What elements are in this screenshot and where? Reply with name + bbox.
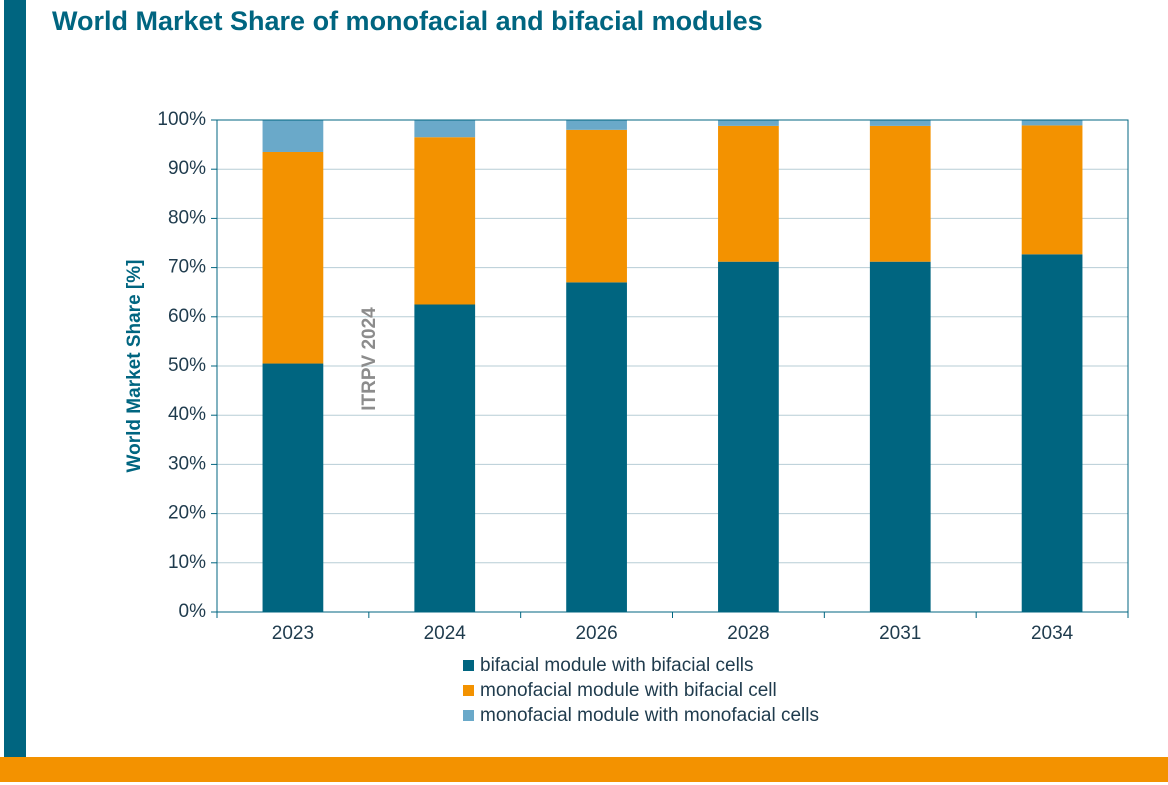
left-accent-bar [4, 0, 26, 757]
y-tick-label: 90% [168, 158, 206, 179]
y-tick-label: 80% [168, 207, 206, 228]
x-tick-label: 2023 [272, 623, 314, 644]
y-tick-label: 30% [168, 453, 206, 474]
x-tick-label: 2034 [1031, 623, 1074, 644]
bar-segment [262, 363, 324, 612]
stacked-bar-chart: 0%10%20%30%40%50%60%70%80%90%100% 2023 20… [124, 109, 1129, 644]
bottom-accent-bar [0, 757, 1168, 782]
legend-label: monofacial module with bifacial cell [480, 679, 777, 701]
y-tick-label: 0% [179, 601, 207, 622]
x-tick-labels: 2023 2024 2026 2028 2031 2034 [216, 612, 1129, 644]
bar-segment [1021, 120, 1083, 126]
y-tick-label: 60% [168, 306, 206, 327]
legend-item: bifacial module with bifacial cells [463, 653, 819, 678]
legend-item: monofacial module with monofacial cells [463, 703, 819, 728]
y-tick-label: 70% [168, 257, 206, 278]
legend-swatch [463, 685, 474, 696]
bar-segment [718, 125, 779, 262]
x-tick-label: 2024 [424, 623, 467, 644]
legend-label: bifacial module with bifacial cells [480, 654, 754, 676]
bar-segment [869, 125, 931, 262]
bar-stacks [262, 120, 1083, 613]
bar-segment [262, 151, 324, 364]
bar-segment [718, 120, 779, 126]
y-tick-label: 40% [168, 404, 206, 425]
page-title: World Market Share of monofacial and bif… [52, 6, 763, 36]
legend-label: monofacial module with monofacial cells [480, 704, 819, 726]
watermark-text: ITRPV 2024 [359, 307, 380, 411]
legend-item: monofacial module with bifacial cell [463, 678, 819, 703]
y-tick-label: 50% [168, 355, 206, 376]
y-tick-label: 100% [157, 109, 206, 130]
x-tick-label: 2026 [575, 623, 617, 644]
bar-segment [869, 120, 931, 126]
bar-segment [566, 129, 627, 283]
y-tick-label: 10% [168, 552, 206, 573]
bar-segment [1021, 254, 1083, 613]
y-axis-label: World Market Share [%] [124, 260, 145, 473]
bar-segment [718, 261, 779, 612]
chart-legend: bifacial module with bifacial cells mono… [463, 653, 819, 728]
bar-segment [414, 120, 476, 138]
legend-swatch [463, 660, 474, 671]
x-tick-label: 2028 [727, 623, 769, 644]
bar-segment [869, 261, 931, 612]
bar-segment [566, 120, 627, 130]
grid-lines [217, 168, 1128, 564]
x-tick-label: 2031 [879, 623, 921, 644]
legend-swatch [463, 710, 474, 721]
y-tick-labels: 0% 10% 20% 30% 40% 50% 60% 70% 80% 90% 100% [157, 109, 217, 622]
bar-segment [262, 120, 324, 152]
y-tick-label: 20% [168, 503, 206, 524]
bar-segment [566, 282, 627, 612]
bar-segment [1021, 125, 1083, 255]
bar-segment [414, 304, 476, 612]
bar-segment [414, 137, 476, 305]
